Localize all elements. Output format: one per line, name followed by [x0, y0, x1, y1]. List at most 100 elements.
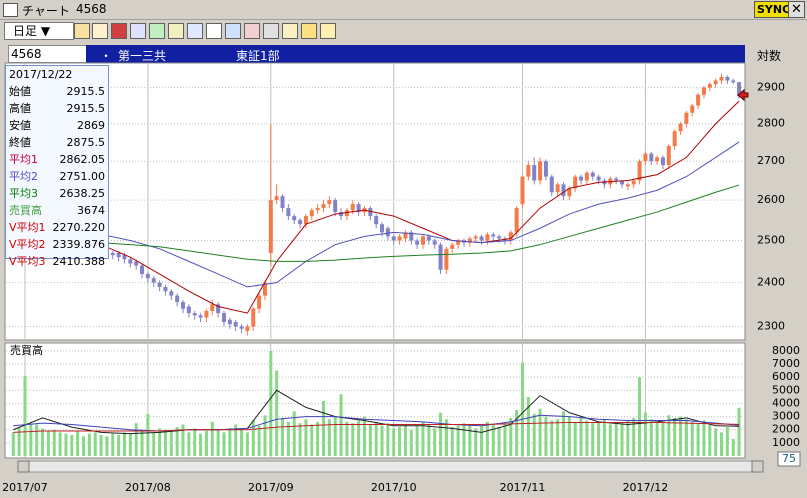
candle-body — [655, 157, 660, 162]
candle-body — [315, 208, 320, 211]
candle-body — [543, 161, 548, 177]
candle-body — [690, 105, 695, 113]
volume-bar — [35, 424, 39, 457]
tool-icon[interactable] — [225, 23, 241, 39]
info-row: 平均1 2862.05 — [6, 151, 108, 168]
average-line — [13, 422, 740, 433]
volume-bar — [538, 408, 542, 457]
volume-bar — [480, 425, 484, 457]
candle-body — [356, 204, 361, 213]
y-tick-label: 2500 — [757, 234, 785, 247]
tool-icon[interactable] — [263, 23, 279, 39]
x-tick-label: 2017/09 — [248, 481, 294, 494]
volume-bar — [614, 421, 618, 457]
volume-bar — [234, 424, 238, 457]
candle-body — [380, 224, 385, 233]
volume-bar — [357, 420, 361, 457]
y-tick-label: 2300 — [757, 319, 785, 332]
volume-bar — [222, 432, 226, 457]
tool-icon[interactable] — [168, 23, 184, 39]
info-row: 売買高 3674 — [6, 202, 108, 219]
scroll-left[interactable] — [17, 460, 30, 473]
info-value: 2915.5 — [66, 102, 106, 115]
volume-bar — [17, 427, 21, 457]
stock-name: 第一三共 — [118, 49, 167, 63]
candle-body — [719, 76, 724, 81]
candle-body — [157, 282, 162, 287]
volume-bar — [204, 431, 208, 457]
candle-body — [128, 259, 133, 264]
candle-body — [573, 176, 578, 189]
volume-bar — [87, 433, 91, 457]
zoom-value: 75 — [782, 452, 796, 465]
candle-body — [245, 326, 250, 331]
candle-body — [333, 200, 338, 213]
y-tick-label: 2400 — [757, 276, 785, 289]
tool-icon[interactable] — [301, 23, 317, 39]
candle-body — [620, 180, 625, 185]
x-tick-label: 2017/07 — [2, 481, 48, 494]
candle-body — [257, 295, 262, 309]
volume-bar — [638, 377, 642, 457]
volume-bar — [99, 435, 103, 457]
tool-icon[interactable] — [282, 23, 298, 39]
volume-bar — [643, 412, 647, 457]
scale-mode[interactable]: 対数 — [757, 49, 782, 63]
volume-bar — [532, 413, 536, 457]
zoom-box[interactable] — [777, 451, 801, 467]
tool-icon[interactable] — [244, 23, 260, 39]
volume-bar — [310, 424, 314, 457]
tool-icon[interactable] — [187, 23, 203, 39]
sync-button[interactable]: SYNC — [754, 1, 794, 18]
candle-body — [409, 232, 414, 241]
tool-icon[interactable] — [206, 23, 222, 39]
period-select[interactable]: 日足 ▼ — [4, 22, 74, 40]
volume-bar — [181, 424, 185, 457]
close-button[interactable]: ✕ — [788, 1, 805, 18]
volume-bar — [240, 429, 244, 457]
volume-bar — [573, 421, 577, 457]
candle-body — [210, 304, 215, 311]
volume-bar — [175, 427, 179, 457]
volume-bar — [134, 423, 138, 457]
candle-body — [134, 261, 139, 266]
volume-bar — [439, 412, 443, 457]
volume-bar — [725, 427, 729, 457]
info-date: 2017/12/22 — [9, 68, 73, 81]
volume-bar — [105, 436, 109, 457]
tool-icon[interactable] — [130, 23, 146, 39]
volume-bar — [702, 420, 706, 457]
x-tick-label: 2017/11 — [500, 481, 546, 494]
tool-icon[interactable] — [149, 23, 165, 39]
volume-bar — [415, 425, 419, 457]
tool-icon[interactable] — [92, 23, 108, 39]
volume-bar — [444, 419, 448, 457]
volume-bar — [608, 424, 612, 457]
volume-bar — [292, 411, 296, 457]
volume-bar — [257, 425, 261, 457]
tool-icon[interactable] — [111, 23, 127, 39]
volume-bar — [433, 428, 437, 457]
candle-body — [145, 274, 150, 279]
dot: ・ — [100, 49, 113, 63]
candle-body — [713, 80, 718, 85]
tool-icon[interactable] — [320, 23, 336, 39]
candle-body — [596, 176, 601, 181]
volume-bar — [655, 421, 659, 457]
average-line — [13, 100, 740, 314]
candle-body — [350, 204, 355, 211]
info-row: 平均3 2638.25 — [6, 185, 108, 202]
candle-body — [140, 265, 145, 275]
volume-bar — [427, 424, 431, 457]
info-value: 3674 — [77, 204, 105, 217]
tool-icon[interactable] — [74, 23, 90, 39]
volume-bar — [140, 431, 144, 457]
candle-body — [526, 165, 531, 177]
scroll-right[interactable] — [751, 460, 764, 473]
candle-body — [303, 216, 308, 225]
candle-body — [227, 319, 232, 325]
scrollbar[interactable] — [17, 460, 764, 473]
volume-bar — [245, 432, 249, 457]
volume-bar — [298, 423, 302, 457]
